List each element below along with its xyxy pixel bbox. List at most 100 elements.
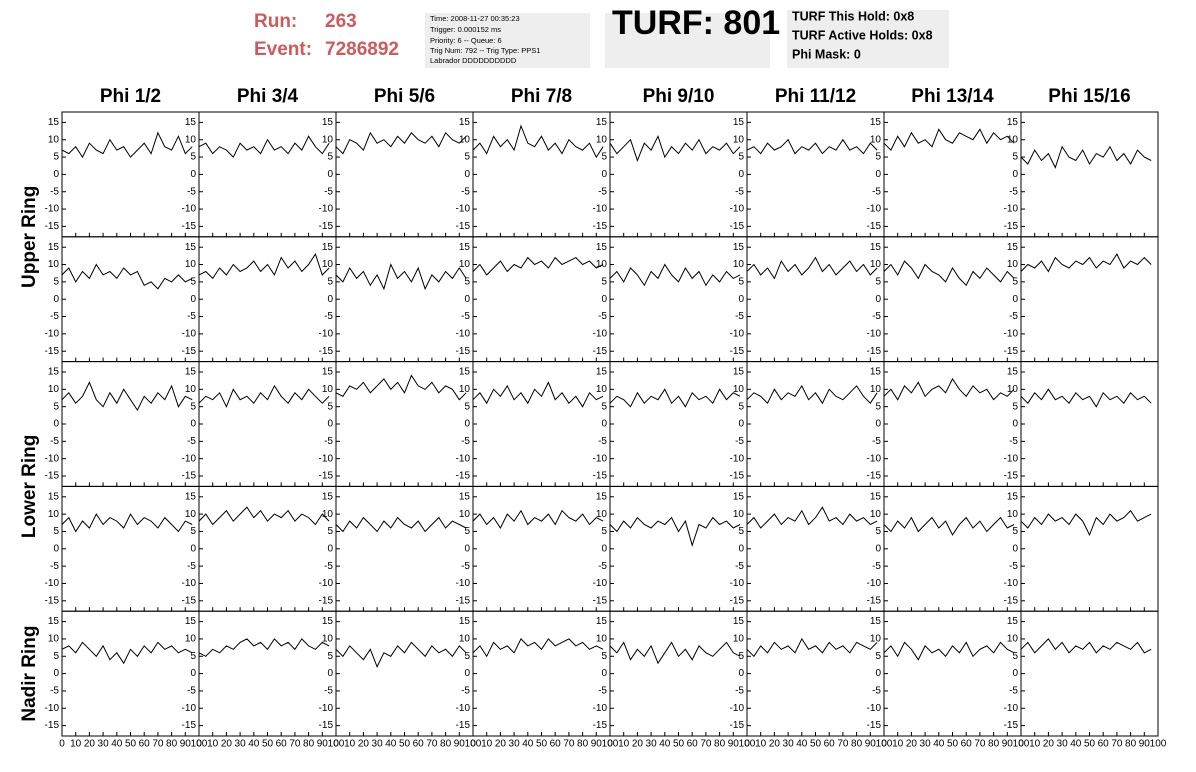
y-tick-label: 10 bbox=[596, 384, 608, 395]
y-tick-label: 5 bbox=[190, 152, 196, 163]
y-tick-label: -5 bbox=[1009, 686, 1018, 697]
waveform bbox=[472, 124, 604, 159]
x-tick-label: 50 bbox=[673, 739, 685, 750]
y-tick-label: 0 bbox=[53, 419, 59, 430]
y-tick-label: 10 bbox=[459, 509, 471, 520]
row-title: Lower Ring bbox=[19, 435, 40, 538]
x-tick-label: 80 bbox=[577, 739, 589, 750]
x-tick-label: 40 bbox=[385, 739, 397, 750]
y-tick-label: -10 bbox=[456, 329, 471, 340]
y-tick-label: 10 bbox=[870, 634, 882, 645]
y-tick-label: -5 bbox=[324, 186, 333, 197]
y-tick-label: -15 bbox=[182, 346, 197, 357]
panel-frame bbox=[746, 111, 885, 238]
y-tick-label: 0 bbox=[464, 294, 470, 305]
panel-frame bbox=[883, 236, 1022, 363]
x-tick-label: 20 bbox=[632, 739, 644, 750]
y-tick-label: 10 bbox=[733, 384, 745, 395]
y-tick-label: -5 bbox=[461, 561, 470, 572]
turf-title: TURF: 801 bbox=[612, 4, 780, 42]
x-tick-label: 90 bbox=[454, 739, 466, 750]
panel-frame bbox=[609, 610, 748, 737]
x-tick-label: 70 bbox=[152, 739, 164, 750]
panel-frame bbox=[198, 361, 337, 487]
y-tick-label: -15 bbox=[1004, 720, 1019, 731]
y-tick-label: 5 bbox=[190, 401, 196, 412]
x-tick-label: 90 bbox=[1139, 739, 1151, 750]
x-tick-label: 100 bbox=[191, 739, 208, 750]
x-tick-label: 60 bbox=[139, 739, 151, 750]
y-tick-label: -5 bbox=[324, 561, 333, 572]
panel-frame bbox=[335, 361, 474, 487]
x-tick-label: 90 bbox=[317, 739, 329, 750]
y-tick-label: -15 bbox=[730, 595, 745, 606]
y-tick-label: 0 bbox=[601, 294, 607, 305]
waveform bbox=[335, 131, 467, 155]
y-tick-label: 5 bbox=[327, 526, 333, 537]
waveform bbox=[883, 377, 1015, 401]
y-tick-label: -15 bbox=[867, 595, 882, 606]
y-tick-label: -10 bbox=[319, 329, 334, 340]
waveform bbox=[883, 128, 1015, 151]
x-tick-label: 40 bbox=[796, 739, 808, 750]
panel-frame bbox=[61, 236, 200, 363]
y-tick-label: -10 bbox=[593, 703, 608, 714]
y-tick-label: -5 bbox=[1009, 436, 1018, 447]
y-tick-label: 15 bbox=[733, 367, 745, 378]
x-tick-label: 50 bbox=[1084, 739, 1096, 750]
y-tick-label: -10 bbox=[1004, 578, 1019, 589]
x-tick-label: 40 bbox=[111, 739, 123, 750]
y-tick-label: -5 bbox=[598, 186, 607, 197]
y-tick-label: 15 bbox=[48, 367, 60, 378]
y-tick-label: 15 bbox=[185, 242, 197, 253]
y-tick-label: 10 bbox=[870, 509, 882, 520]
y-tick-label: -5 bbox=[872, 436, 881, 447]
info-line: Time: 2008-11-27 00:35:23 bbox=[430, 14, 520, 23]
waveform bbox=[472, 381, 604, 408]
y-tick-label: 5 bbox=[875, 401, 881, 412]
panel-frame bbox=[1020, 485, 1159, 612]
y-tick-label: 15 bbox=[185, 616, 197, 627]
y-tick-label: 10 bbox=[459, 634, 471, 645]
y-tick-label: -5 bbox=[735, 686, 744, 697]
x-tick-label: 50 bbox=[810, 739, 822, 750]
y-tick-label: 10 bbox=[1007, 509, 1019, 520]
y-tick-label: 5 bbox=[1012, 152, 1018, 163]
y-tick-label: -5 bbox=[187, 436, 196, 447]
y-tick-label: -5 bbox=[872, 561, 881, 572]
panel-frame bbox=[61, 111, 200, 238]
y-tick-label: -15 bbox=[45, 720, 60, 731]
y-tick-label: 10 bbox=[185, 384, 197, 395]
y-tick-label: 5 bbox=[53, 526, 59, 537]
y-tick-label: -5 bbox=[187, 186, 196, 197]
panel-frame bbox=[609, 111, 748, 238]
y-tick-label: 15 bbox=[48, 242, 60, 253]
y-tick-label: 10 bbox=[596, 259, 608, 270]
y-tick-label: 0 bbox=[1012, 668, 1018, 679]
y-tick-label: -10 bbox=[319, 453, 334, 464]
panel-frame bbox=[883, 361, 1022, 487]
y-tick-label: -10 bbox=[182, 453, 197, 464]
y-tick-label: 15 bbox=[1007, 367, 1019, 378]
y-tick-label: 5 bbox=[190, 277, 196, 288]
x-tick-label: 50 bbox=[947, 739, 959, 750]
x-tick-label: 60 bbox=[276, 739, 288, 750]
x-tick-label: 20 bbox=[769, 739, 781, 750]
waveform bbox=[61, 263, 193, 290]
x-tick-label: 0 bbox=[196, 739, 202, 750]
waveform bbox=[198, 506, 330, 526]
y-tick-label: 15 bbox=[596, 242, 608, 253]
y-tick-label: -10 bbox=[867, 453, 882, 464]
y-tick-label: -10 bbox=[456, 578, 471, 589]
y-tick-label: 0 bbox=[53, 543, 59, 554]
info-line: Trig Num: 792 -- Trig Type: PPS1 bbox=[430, 46, 540, 55]
y-tick-label: 5 bbox=[327, 651, 333, 662]
y-tick-label: -10 bbox=[319, 204, 334, 215]
x-tick-label: 50 bbox=[399, 739, 411, 750]
y-tick-label: 5 bbox=[875, 651, 881, 662]
y-tick-label: 10 bbox=[48, 384, 60, 395]
y-tick-label: -5 bbox=[735, 561, 744, 572]
y-tick-label: -10 bbox=[1004, 204, 1019, 215]
y-tick-label: 0 bbox=[464, 419, 470, 430]
waveform bbox=[472, 638, 604, 658]
